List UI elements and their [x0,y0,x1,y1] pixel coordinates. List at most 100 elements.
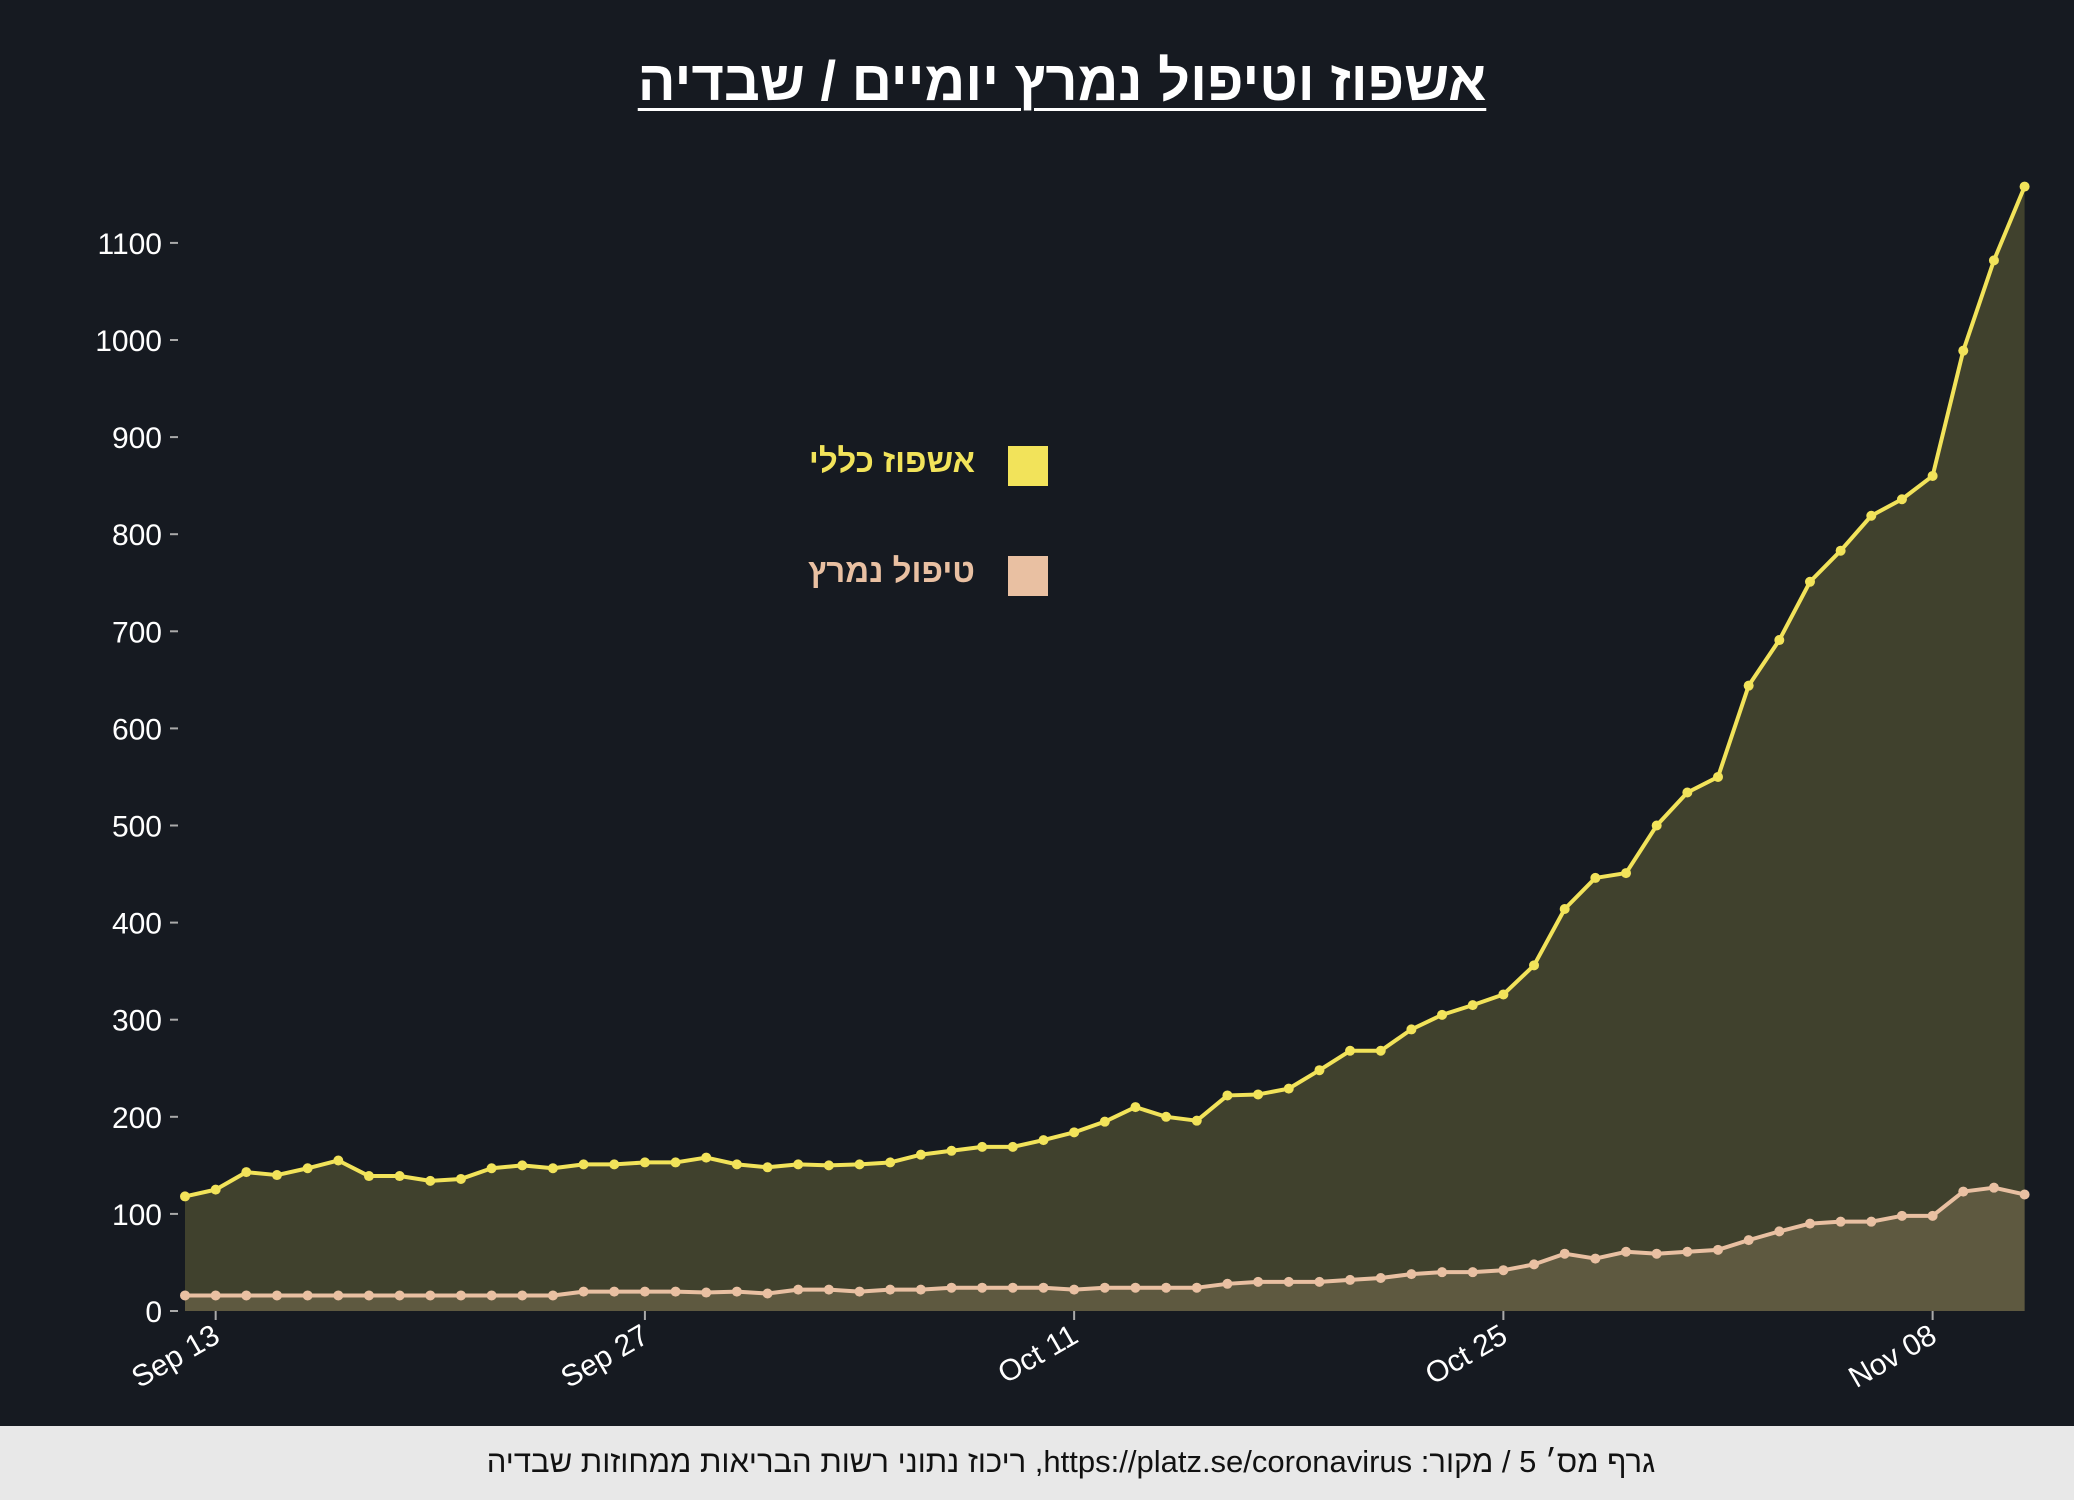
data-point [639,1157,650,1168]
data-point [1621,1246,1632,1257]
data-point [241,1167,252,1178]
data-point [1222,1090,1233,1101]
data-point [486,1163,497,1174]
data-point [1651,1248,1662,1259]
data-point [1467,1000,1478,1011]
data-point [1927,1210,1938,1221]
data-point [1375,1272,1386,1283]
data-point [1804,1218,1815,1229]
data-point [915,1149,926,1160]
data-point [609,1159,620,1170]
data-point [1774,1226,1785,1237]
data-point [1191,1282,1202,1293]
data-point [517,1160,528,1171]
data-point [1437,1267,1448,1278]
x-tick-label: Oct 25 [1420,1318,1513,1391]
data-point [823,1160,834,1171]
data-point [1958,345,1969,356]
legend-swatch-general [1008,446,1048,486]
data-point [731,1159,742,1170]
data-point [1529,960,1540,971]
data-point [762,1162,773,1173]
y-tick-label: 800 [112,519,162,552]
data-point [547,1163,558,1174]
data-point [854,1159,865,1170]
data-point [1099,1116,1110,1127]
data-point [854,1286,865,1297]
data-point [1130,1282,1141,1293]
y-tick-label: 1100 [97,228,162,261]
data-point [1069,1127,1080,1138]
legend-label-general: אשפוז כללי [808,442,975,479]
data-point [1038,1282,1049,1293]
footer-source-text: גרף מס׳ 5 / מקור: https://platz.se/coron… [486,1444,1656,1479]
data-point [731,1286,742,1297]
x-tick-label: Oct 11 [993,1318,1084,1390]
data-point [486,1290,497,1301]
data-point [1253,1089,1264,1100]
data-point [1559,1248,1570,1259]
data-point [823,1284,834,1295]
data-point [793,1159,804,1170]
y-tick-label: 700 [112,616,162,649]
data-point [1774,635,1785,646]
data-point [1651,820,1662,831]
data-point [302,1163,313,1174]
data-point [1375,1045,1386,1056]
data-point [1866,510,1877,521]
data-point [701,1287,712,1298]
data-point [1161,1111,1172,1122]
data-point [547,1290,558,1301]
data-point [1283,1276,1294,1287]
data-point [2019,1189,2030,1200]
y-tick-label: 100 [112,1199,162,1232]
data-point [609,1286,620,1297]
y-tick-label: 500 [112,811,162,844]
data-point [1222,1278,1233,1289]
data-point [1590,1253,1601,1264]
data-point [1099,1282,1110,1293]
data-point [1559,904,1570,915]
data-point [180,1290,190,1301]
data-point [1406,1269,1417,1280]
series-area-1 [185,1187,2025,1311]
data-point [1713,1244,1723,1255]
data-point [946,1145,957,1156]
data-point [1743,1235,1754,1246]
data-point [1713,771,1723,782]
data-point [333,1155,344,1166]
data-point [1682,1246,1693,1257]
x-tick-label: Nov 08 [1843,1318,1942,1394]
data-point [1896,494,1907,505]
data-point [1345,1045,1356,1056]
data-point [670,1157,681,1168]
data-point [1682,787,1693,798]
y-tick-label: 1000 [95,325,162,358]
data-point [1069,1284,1080,1295]
data-point [1621,868,1632,879]
data-point [670,1286,681,1297]
data-point [793,1284,804,1295]
data-point [578,1159,589,1170]
data-point [1835,545,1846,556]
data-point [210,1290,221,1301]
data-point [885,1284,896,1295]
data-point [241,1290,252,1301]
data-point [1007,1141,1018,1152]
data-point [1130,1102,1141,1113]
chart-plot: 0 100 200 300 400 500 600 700 800 900 1000 1100 Sep … [95,181,2030,1395]
y-tick-label: 900 [112,422,162,455]
data-point [1007,1282,1018,1293]
data-point [1958,1186,1969,1197]
data-point [394,1171,405,1182]
data-point [210,1184,221,1195]
data-point [915,1284,926,1295]
data-point [394,1290,405,1301]
data-point [302,1290,313,1301]
data-point [333,1290,344,1301]
y-tick-label: 600 [112,713,162,746]
data-point [1498,1265,1509,1276]
data-point [1283,1083,1294,1094]
data-point [363,1290,374,1301]
x-tick-label: Sep 27 [556,1318,655,1394]
